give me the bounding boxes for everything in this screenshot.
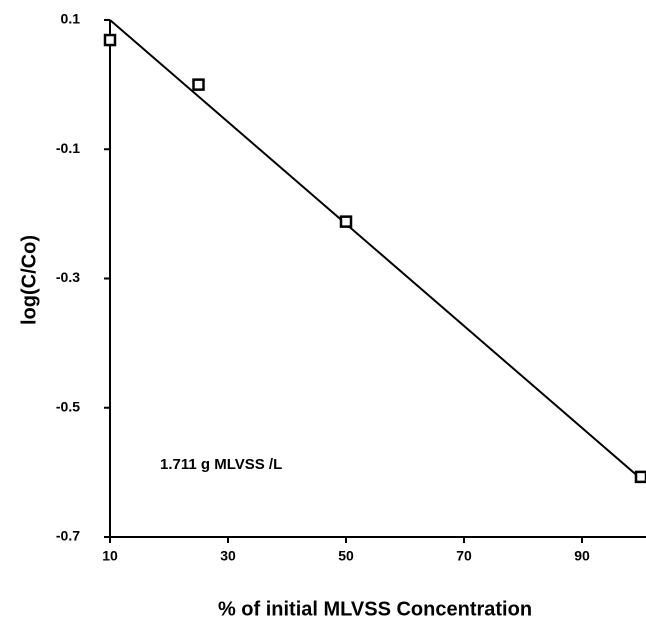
- data-point: [634, 470, 646, 484]
- y-tick-label: -0.7: [56, 528, 80, 544]
- y-tick-label: -0.5: [56, 398, 80, 414]
- annotation: 1.711 g MLVSS /L: [160, 456, 282, 473]
- x-tick-label: 70: [456, 548, 472, 564]
- x-tick-label: 30: [220, 548, 236, 564]
- data-point: [192, 78, 205, 91]
- x-tick-label: 50: [338, 548, 354, 564]
- y-axis-label: log(C/Co): [18, 235, 40, 325]
- y-tick-label: -0.3: [56, 269, 80, 285]
- data-point: [103, 33, 117, 47]
- x-tick-label: 10: [102, 548, 118, 564]
- y-tick-label: -0.1: [56, 140, 80, 156]
- y-tick-label: 0.1: [61, 11, 81, 27]
- x-axis-label: % of initial MLVSS Concentration: [218, 598, 532, 620]
- fit-line: [109, 19, 642, 480]
- data-point: [339, 215, 353, 228]
- x-tick-label: 90: [574, 548, 590, 564]
